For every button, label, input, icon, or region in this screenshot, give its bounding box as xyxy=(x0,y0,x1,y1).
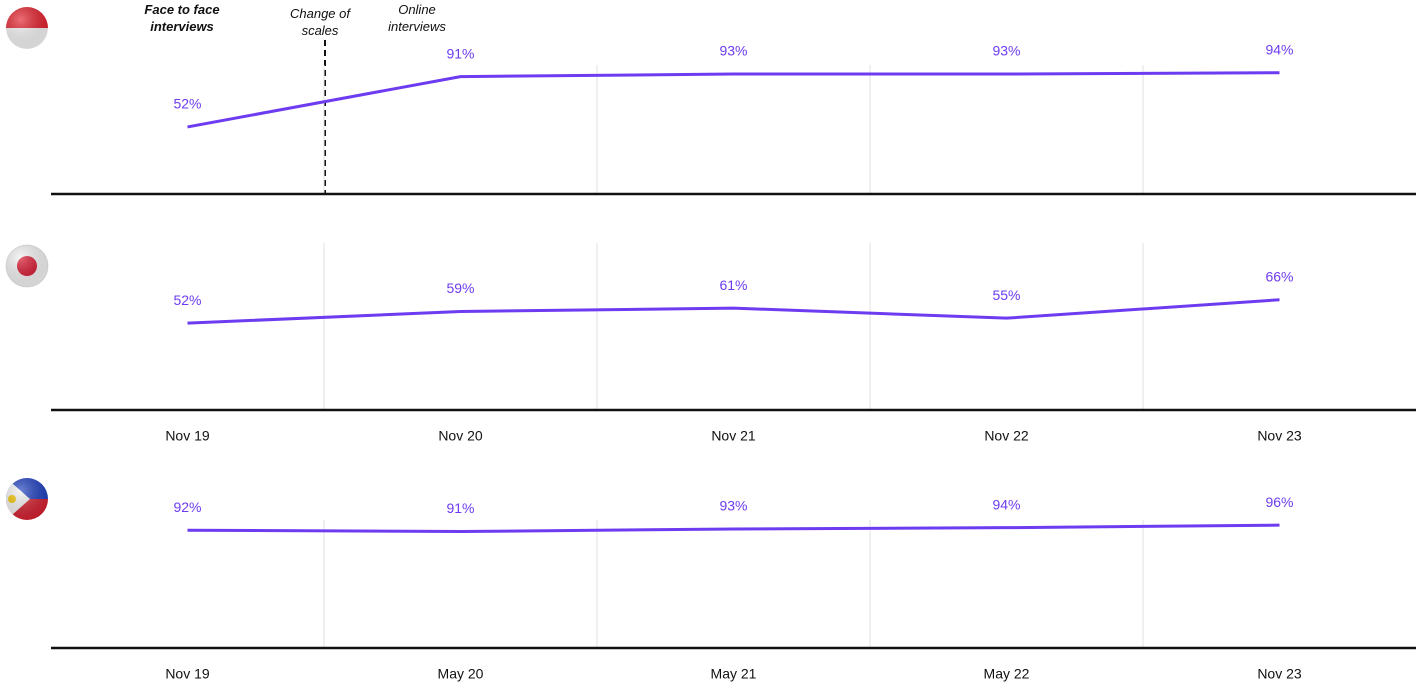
annotation: Face to face interviews xyxy=(144,2,220,34)
value-label: 55% xyxy=(992,287,1020,303)
value-label: 52% xyxy=(173,96,201,112)
x-tick-label: Nov 22 xyxy=(984,428,1029,444)
line xyxy=(187,298,1280,325)
x-tick-label: Nov 23 xyxy=(1257,666,1302,682)
annotation: Online interviews xyxy=(388,2,446,34)
annotation: Change of scales xyxy=(290,6,350,38)
value-label: 93% xyxy=(719,43,747,59)
value-label: 61% xyxy=(719,277,747,293)
x-tick-label: Nov 23 xyxy=(1257,428,1302,444)
value-label: 94% xyxy=(992,496,1020,512)
value-label: 92% xyxy=(173,499,201,515)
line xyxy=(187,71,1280,129)
flag-indonesia xyxy=(6,7,48,49)
line xyxy=(187,523,1280,534)
x-tick-label: Nov 21 xyxy=(711,428,756,444)
value-label: 52% xyxy=(173,292,201,308)
x-tick-label: Nov 19 xyxy=(165,428,210,444)
value-label: 59% xyxy=(446,280,474,296)
value-label: 93% xyxy=(992,43,1020,59)
x-tick-label: May 21 xyxy=(711,666,757,682)
x-tick-label: Nov 19 xyxy=(165,666,210,682)
flag-japan xyxy=(5,244,49,288)
value-label: 94% xyxy=(1265,41,1293,57)
flag-philippines xyxy=(6,478,48,520)
value-label: 93% xyxy=(719,498,747,514)
value-label: 91% xyxy=(446,45,474,61)
value-label: 66% xyxy=(1265,268,1293,284)
value-label: 91% xyxy=(446,500,474,516)
x-tick-label: Nov 20 xyxy=(438,428,483,444)
value-label: 96% xyxy=(1265,494,1293,510)
x-tick-label: May 20 xyxy=(438,666,484,682)
x-tick-label: May 22 xyxy=(984,666,1030,682)
